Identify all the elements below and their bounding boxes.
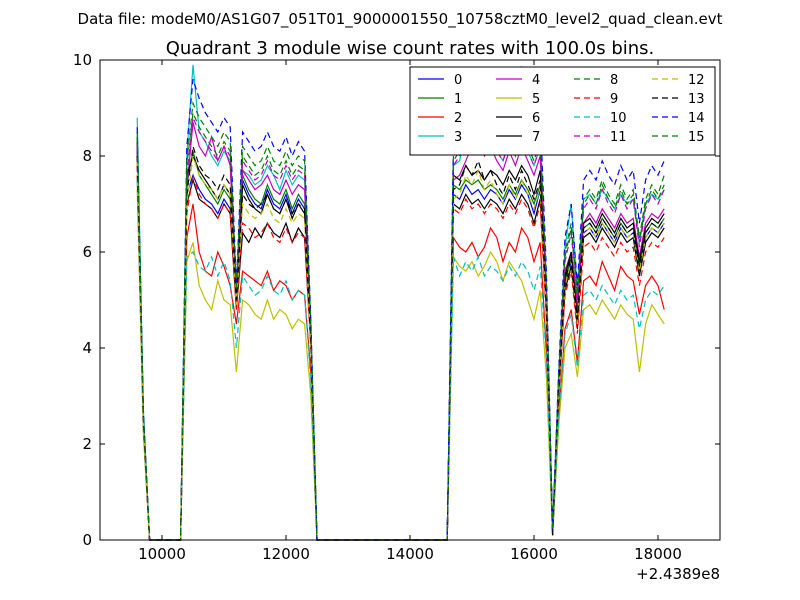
series-line-5 — [136, 189, 665, 541]
y-tick-label: 4 — [82, 339, 92, 357]
y-tick-label: 8 — [82, 147, 92, 165]
series-line-9 — [136, 165, 665, 541]
x-tick-label: 16000 — [510, 545, 558, 563]
legend-label-14: 14 — [688, 111, 705, 126]
y-tick-label: 0 — [82, 531, 92, 549]
series-line-12 — [136, 155, 665, 541]
legend-label-6: 6 — [532, 111, 540, 126]
legend-label-9: 9 — [610, 92, 618, 107]
legend-label-1: 1 — [454, 92, 462, 107]
legend-label-8: 8 — [610, 73, 618, 88]
series-line-0 — [136, 146, 665, 541]
chart-suptitle: Data file: modeM0/AS1G07_051T01_90000015… — [78, 10, 723, 29]
series-line-10 — [136, 179, 665, 541]
x-tick-label: 14000 — [386, 545, 434, 563]
legend-label-13: 13 — [688, 92, 705, 107]
x-axis-offset-label: +2.4389e8 — [636, 565, 720, 583]
x-tick-label: 10000 — [138, 545, 186, 563]
series-line-15 — [136, 100, 665, 541]
legend-label-12: 12 — [688, 73, 705, 88]
series-line-11 — [136, 115, 665, 541]
y-tick-label: 2 — [82, 435, 92, 453]
y-tick-label: 10 — [73, 51, 92, 69]
legend-label-10: 10 — [610, 111, 627, 126]
chart-title: Quadrant 3 module wise count rates with … — [166, 38, 655, 59]
y-tick-label: 6 — [82, 243, 92, 261]
legend-label-5: 5 — [532, 92, 540, 107]
series-line-2 — [136, 175, 665, 541]
legend-label-3: 3 — [454, 130, 462, 145]
legend-label-2: 2 — [454, 111, 462, 126]
legend-label-7: 7 — [532, 130, 540, 145]
legend-box — [409, 66, 716, 156]
series-line-6 — [136, 155, 665, 541]
x-tick-label: 12000 — [262, 545, 310, 563]
series-line-13 — [136, 146, 665, 541]
legend-label-0: 0 — [454, 73, 462, 88]
legend-label-11: 11 — [610, 130, 627, 145]
x-tick-label: 18000 — [634, 545, 682, 563]
series-line-4 — [136, 122, 665, 541]
legend-label-4: 4 — [532, 73, 540, 88]
legend-label-15: 15 — [688, 130, 705, 145]
